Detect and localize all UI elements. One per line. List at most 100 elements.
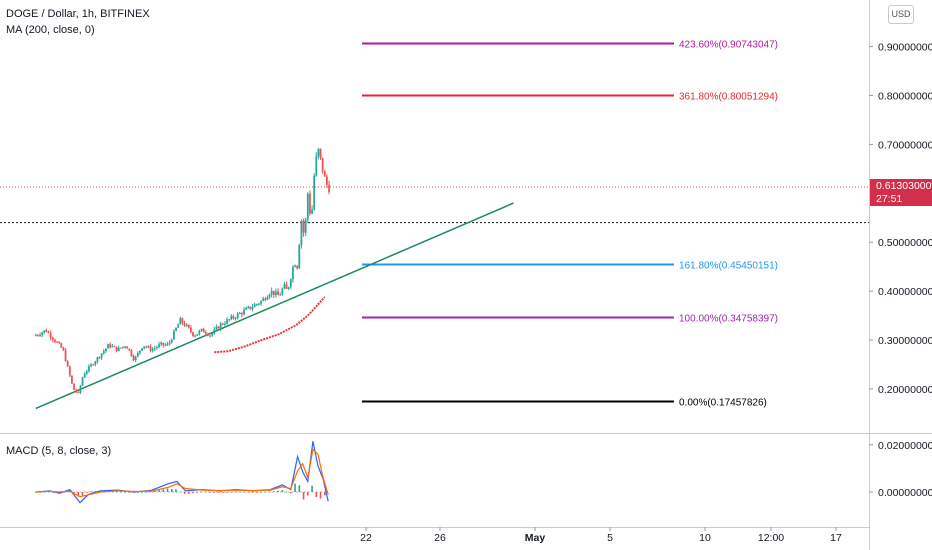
candle-body bbox=[71, 375, 73, 384]
macd-histogram-bar bbox=[200, 491, 203, 493]
candle-body bbox=[209, 335, 211, 337]
candle-body bbox=[317, 148, 320, 157]
y-tick-label: 0.70000000 bbox=[878, 139, 932, 151]
macd-histogram-bar bbox=[281, 490, 284, 492]
macd-histogram-bar bbox=[256, 492, 258, 493]
candle-body bbox=[94, 361, 97, 365]
macd-histogram-bar bbox=[277, 490, 279, 492]
candle-body bbox=[185, 324, 188, 326]
macd-histogram-bar bbox=[171, 488, 173, 492]
candle-body bbox=[147, 346, 150, 348]
candle-body bbox=[309, 193, 311, 214]
candle-body bbox=[58, 342, 61, 344]
candle-body bbox=[170, 339, 173, 343]
macd-histogram-bar bbox=[77, 492, 80, 497]
candle-body bbox=[90, 364, 92, 367]
macd-histogram-bar bbox=[81, 492, 84, 496]
currency-button[interactable]: USD bbox=[888, 5, 914, 24]
macd-histogram-bar bbox=[137, 492, 139, 493]
price-pane[interactable]: 423.60%(0.90743047) 361.80%(0.80051294) 16… bbox=[0, 40, 869, 410]
candle-body bbox=[192, 332, 194, 337]
candle-body bbox=[266, 297, 269, 300]
candle-body bbox=[164, 344, 167, 346]
candle-body bbox=[279, 294, 282, 296]
candle-body bbox=[234, 317, 237, 319]
fibonacci-levels[interactable]: 423.60%(0.90743047) 361.80%(0.80051294) 16… bbox=[362, 40, 778, 409]
candle-body bbox=[207, 333, 209, 336]
candle-body bbox=[326, 176, 328, 185]
macd-histogram-bar bbox=[260, 491, 262, 493]
macd-histogram-bar bbox=[115, 491, 118, 493]
macd-histogram-bar bbox=[149, 491, 152, 493]
macd-histogram-bar bbox=[188, 492, 190, 494]
trendline-layer[interactable] bbox=[35, 202, 514, 410]
candle-body bbox=[204, 332, 207, 334]
candle-body bbox=[166, 343, 169, 345]
ma-indicator-label[interactable]: MA (200, close, 0) bbox=[6, 24, 95, 36]
candle-body bbox=[200, 328, 203, 331]
candle-body bbox=[68, 366, 71, 376]
candle-body bbox=[323, 171, 326, 177]
candle-body bbox=[264, 298, 267, 300]
candle-body bbox=[56, 341, 58, 343]
candle-body bbox=[98, 357, 101, 359]
candle-body bbox=[270, 290, 273, 295]
candle-body bbox=[304, 219, 307, 233]
candle-body bbox=[96, 357, 99, 362]
candle-body bbox=[117, 347, 120, 352]
candle-body bbox=[160, 342, 163, 345]
candle-body bbox=[107, 344, 109, 349]
candle-body bbox=[177, 324, 180, 328]
macd-histogram-bar bbox=[217, 492, 220, 493]
x-tick-label: May bbox=[525, 532, 546, 544]
macd-histogram-bar bbox=[90, 491, 92, 493]
candle-body bbox=[255, 304, 258, 306]
x-tick-label: 10 bbox=[699, 532, 711, 544]
macd-histogram-bar bbox=[175, 489, 177, 492]
y-tick-label: 0.50000000 bbox=[878, 237, 932, 249]
macd-indicator-label[interactable]: MACD (5, 8, close, 3) bbox=[6, 445, 112, 457]
macd-histogram-bar bbox=[302, 492, 305, 500]
macd-histogram-bar bbox=[264, 491, 267, 493]
symbol-title[interactable]: DOGE / Dollar, 1h, BITFINEX bbox=[6, 8, 150, 20]
candle-body bbox=[202, 328, 205, 333]
macd-histogram-bar bbox=[196, 492, 199, 493]
macd-pane[interactable] bbox=[35, 441, 329, 504]
candle-body bbox=[102, 350, 105, 354]
candle-body bbox=[113, 346, 116, 348]
candle-body bbox=[41, 332, 44, 336]
y-tick-label: 0.80000000 bbox=[878, 91, 932, 103]
candle-body bbox=[75, 389, 78, 393]
candle-body bbox=[183, 323, 186, 326]
x-tick-label: 17 bbox=[830, 532, 842, 544]
candle-body bbox=[196, 333, 199, 336]
candle-body bbox=[64, 350, 67, 362]
macd-layer bbox=[35, 441, 329, 504]
candle-body bbox=[45, 330, 48, 332]
candle-body bbox=[249, 306, 252, 309]
candle-body bbox=[111, 346, 114, 348]
macd-histogram-bar bbox=[324, 492, 326, 496]
candle-body bbox=[241, 313, 243, 315]
candle-body bbox=[122, 346, 124, 348]
candle-body bbox=[39, 335, 41, 337]
candle-body bbox=[162, 342, 165, 346]
candle-body bbox=[132, 355, 135, 361]
candle-body bbox=[302, 220, 305, 233]
candle-body bbox=[221, 323, 224, 325]
candle-body bbox=[321, 157, 324, 172]
candle-body bbox=[298, 245, 301, 269]
moving-average-layer bbox=[214, 296, 326, 354]
candle-body bbox=[283, 284, 286, 289]
macd-histogram-bar bbox=[298, 485, 301, 492]
candle-body bbox=[115, 346, 118, 352]
macd-histogram-bar bbox=[141, 491, 143, 493]
fib-level-label: 100.00%(0.34758397) bbox=[679, 314, 778, 325]
candle-body bbox=[187, 324, 190, 328]
candle-body bbox=[109, 344, 112, 348]
candle-body bbox=[145, 346, 148, 348]
candle-body bbox=[232, 316, 235, 319]
candle-body bbox=[124, 346, 126, 348]
